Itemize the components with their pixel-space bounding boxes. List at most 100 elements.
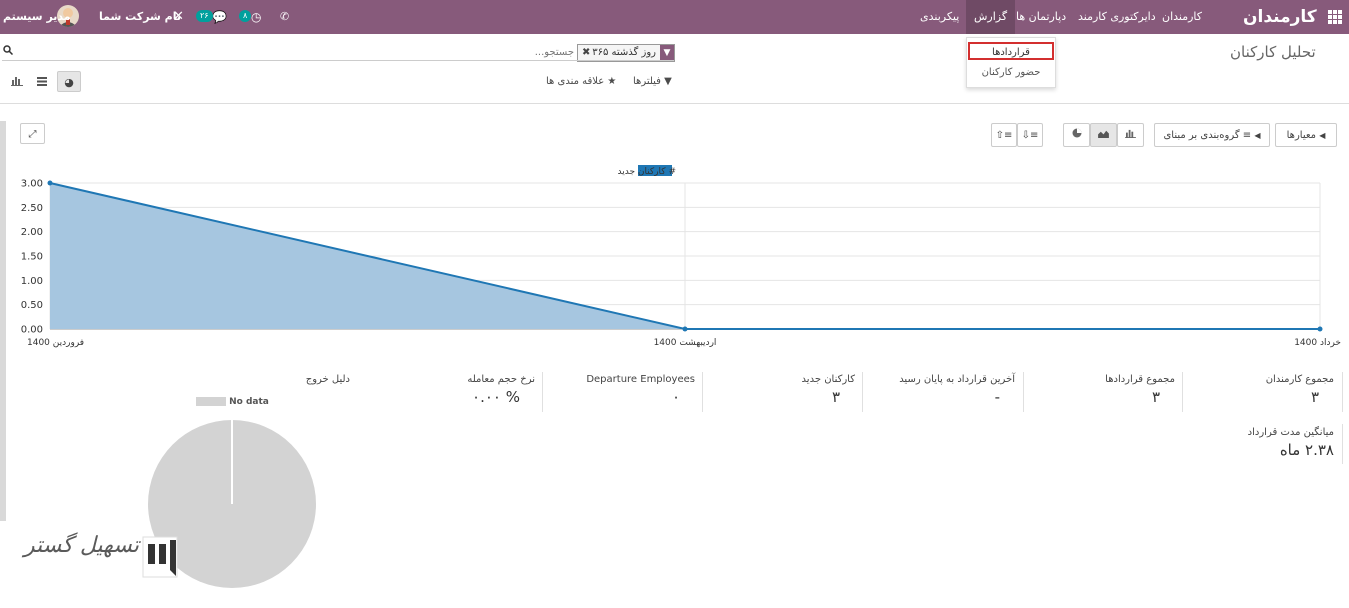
menu-departments[interactable]: دپارتمان ها [1016, 10, 1067, 23]
y-tick-label: 2.50 [21, 203, 43, 214]
activities-icon[interactable]: ◷ [251, 10, 262, 24]
kpi-divider [542, 372, 543, 412]
kpi-value[interactable]: ۰ [671, 388, 680, 406]
measures-label: معیارها [1286, 130, 1317, 141]
watermark-logo-icon [142, 536, 178, 578]
kpi-value[interactable]: ۰.۰۰ % [472, 388, 520, 406]
bar-chart-icon [1125, 129, 1136, 138]
favorites-label: علاقه مندی ها [546, 76, 605, 87]
search-underline [2, 60, 674, 61]
kpi-label: مجموع قراردادها [1105, 374, 1175, 385]
area-chart: 0.00 0.50 1.00 1.50 2.00 2.50 3.00 فروردین 1400… [21, 165, 1341, 348]
data-point [1317, 326, 1323, 332]
watermark-text: تسهیل گستر [24, 533, 140, 558]
apps-menu-icon[interactable] [1328, 0, 1342, 34]
control-panel-divider [0, 103, 1349, 104]
menu-employees[interactable]: کارمندان [1162, 10, 1203, 23]
chart-type-pie-button[interactable] [1063, 123, 1090, 147]
view-graph-button[interactable] [11, 76, 23, 89]
kpi-value[interactable]: ۳ [1310, 388, 1319, 406]
dashboard-icon: ◕ [64, 76, 74, 89]
y-tick-label: 0.00 [21, 325, 43, 336]
phone-icon[interactable]: ✆ [280, 10, 290, 23]
sort-desc-icon: ⇩≡ [1021, 130, 1039, 141]
messages-count-badge: ۲۶ [196, 10, 213, 22]
y-tick-label: 1.50 [21, 252, 43, 263]
sort-descending-button[interactable]: ⇩≡ [1017, 123, 1043, 147]
company-name[interactable]: نام شرکت شما [99, 10, 182, 23]
filter-funnel-icon: ▼ [664, 76, 672, 87]
facet-label: روز گذشته ۳۶۵ [592, 47, 656, 58]
pie-legend: No data [196, 397, 269, 407]
view-list-button[interactable] [37, 76, 47, 89]
avatar[interactable] [57, 5, 79, 27]
kpi-label: نرخ حجم معامله [467, 374, 535, 385]
kpi-label-avg-contract: میانگین مدت قرارداد [1247, 427, 1334, 438]
pie-legend-swatch [196, 397, 226, 406]
legend-label: # کارکنان جدید [617, 167, 676, 177]
dropdown-item-contracts[interactable]: قراردادها [968, 42, 1054, 60]
menu-configuration[interactable]: پیکربندی [920, 10, 960, 23]
pie-chart [148, 420, 316, 588]
y-tick-label: 1.00 [21, 276, 43, 287]
search-facet: ▼ روز گذشته ۳۶۵ ✖ [577, 44, 675, 62]
y-tick-label: 0.50 [21, 300, 43, 311]
kpi-divider [1342, 424, 1343, 464]
kpi-divider [1342, 372, 1343, 412]
filter-icon: ▼ [660, 45, 674, 61]
kpi-value[interactable]: - [994, 388, 1000, 406]
caret-left-icon: ◀ [1319, 131, 1326, 140]
y-tick-label: 2.00 [21, 227, 43, 238]
area-chart-icon [1098, 130, 1109, 138]
search-input[interactable] [460, 44, 576, 60]
messages-icon[interactable]: 💬 [212, 10, 227, 24]
pie-chart-icon [1072, 128, 1081, 138]
filters-label: فیلترها [633, 76, 661, 87]
measures-button[interactable]: معیارها ◀ [1275, 123, 1337, 147]
chart-type-area-button[interactable] [1090, 123, 1117, 147]
sort-asc-icon: ⇧≡ [995, 130, 1013, 141]
expand-icon: ⤢ [28, 129, 37, 140]
filters-button[interactable]: فیلترها ▼ [633, 76, 672, 87]
page-title: تحلیل کارکنان [1230, 43, 1316, 61]
favorites-button[interactable]: علاقه مندی ها ★ [546, 76, 616, 87]
kpi-value-avg-contract[interactable]: ۲.۳۸ ماه [1279, 441, 1334, 459]
y-tick-label: 3.00 [21, 179, 43, 190]
facet-remove-icon[interactable]: ✖ [582, 47, 591, 58]
kpi-value[interactable]: ۳ [1151, 388, 1160, 406]
kpi-divider [862, 372, 863, 412]
groupby-button[interactable]: گروه‌بندی بر مبنای ≡ ◀ [1154, 123, 1270, 147]
chart-type-bar-button[interactable] [1117, 123, 1144, 147]
groupby-icon: ≡ [1242, 130, 1252, 141]
reporting-dropdown: قراردادها حضور کارکنان [966, 37, 1056, 88]
top-navbar: کارمندان کارمندان دایرکتوری کارمند دپارت… [0, 0, 1349, 34]
legend-swatch [638, 165, 672, 176]
kpi-label: Departure Employees [586, 374, 695, 385]
pie-legend-label: No data [229, 397, 269, 407]
kpi-divider [1182, 372, 1183, 412]
menu-reporting[interactable]: گزارش [966, 0, 1016, 34]
kpi-label: مجموع کارمندان [1265, 374, 1334, 385]
groupby-label: گروه‌بندی بر مبنای [1163, 130, 1240, 141]
kpi-label: آخرین قرارداد به پایان رسید [899, 374, 1015, 385]
x-tick-label: خرداد 1400 [1294, 338, 1341, 348]
sort-ascending-button[interactable]: ⇧≡ [991, 123, 1017, 147]
data-point [682, 326, 688, 332]
x-tick-label: فروردین 1400 [27, 338, 84, 348]
bar-chart-icon [11, 77, 23, 86]
app-title[interactable]: کارمندان [1243, 7, 1317, 27]
close-icon[interactable]: ✕ [173, 9, 184, 24]
left-scrollbar[interactable] [0, 121, 6, 521]
kpi-divider [702, 372, 703, 412]
series-area [50, 183, 1320, 329]
caret-left-icon: ◀ [1254, 131, 1261, 140]
kpi-label: کارکنان جدید [801, 374, 855, 385]
kpi-value[interactable]: ۳ [831, 388, 840, 406]
dropdown-item-attendance[interactable]: حضور کارکنان [981, 67, 1041, 78]
activities-count-badge: ۸ [239, 10, 252, 22]
search-icon[interactable] [3, 45, 14, 58]
menu-employee-directory[interactable]: دایرکتوری کارمند [1078, 10, 1156, 23]
expand-button[interactable]: ⤢ [20, 123, 45, 144]
user-name[interactable]: مدیر سیستم [3, 10, 71, 23]
view-dashboard-button[interactable]: ◕ [57, 71, 81, 92]
